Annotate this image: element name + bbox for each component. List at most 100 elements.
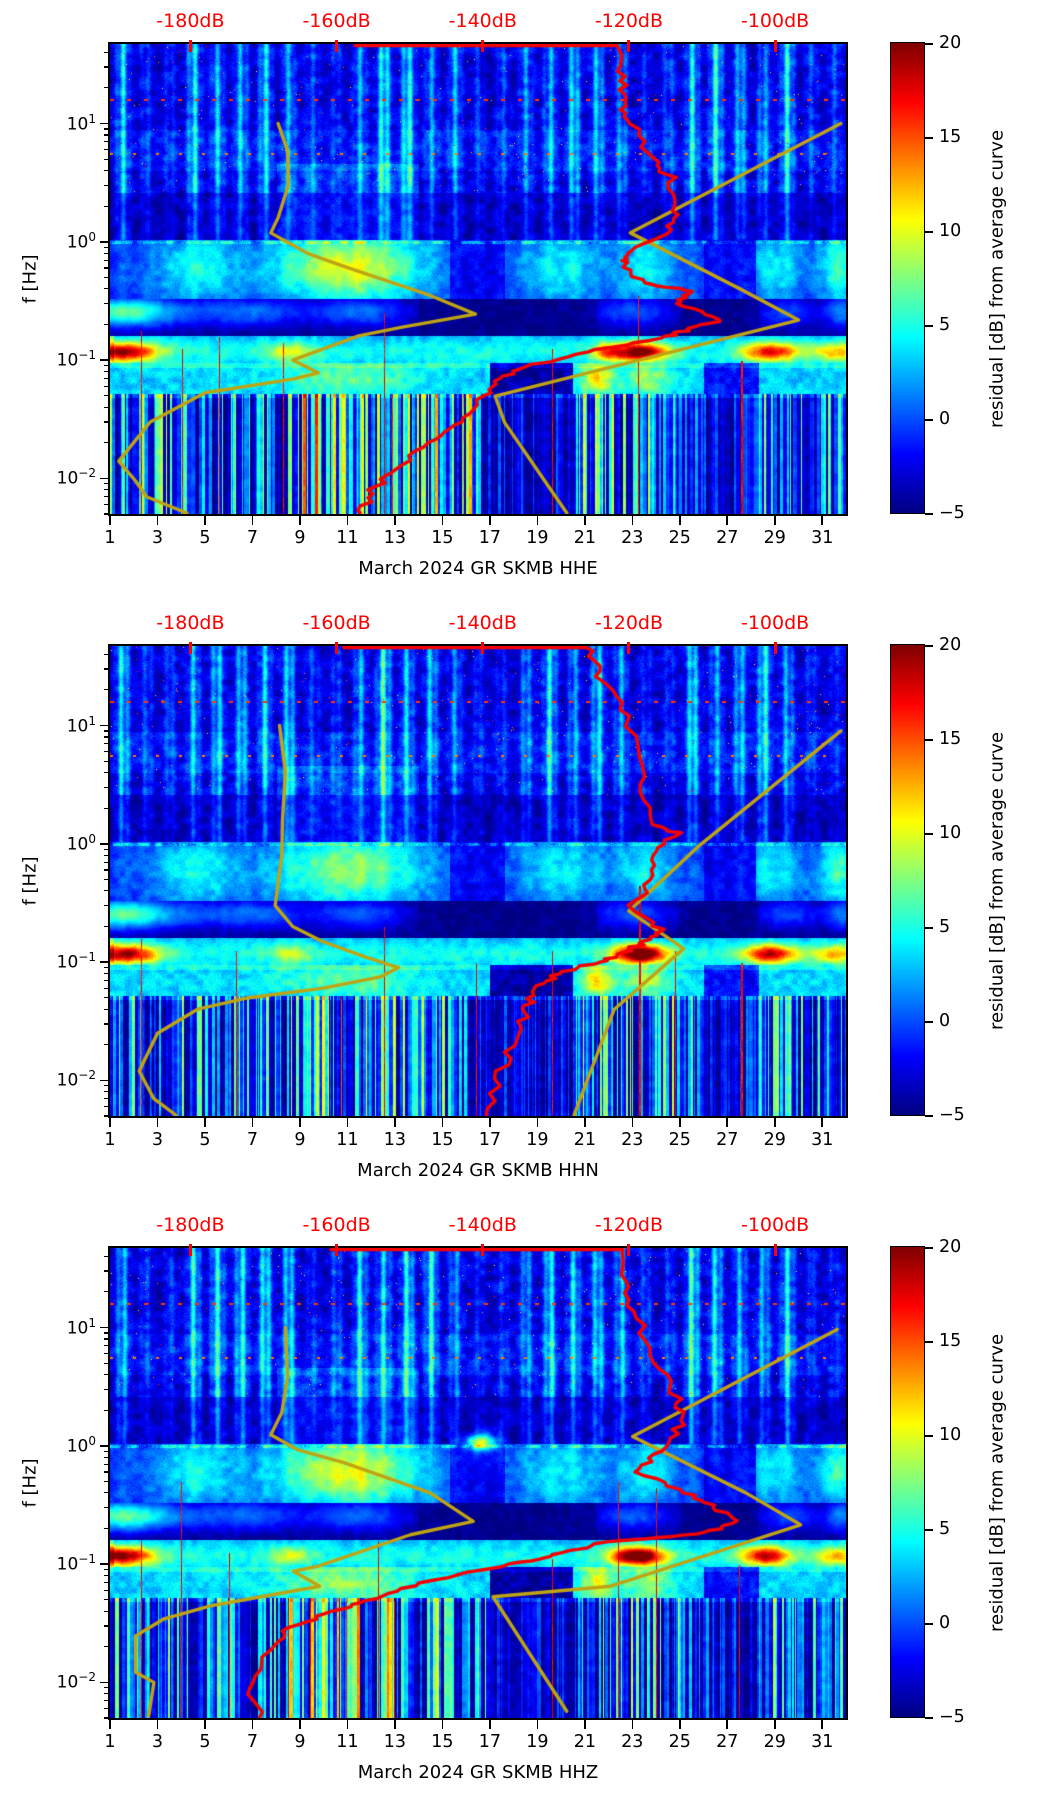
x-axis-tick [631, 1118, 634, 1127]
x-axis-tick-label: 13 [383, 1130, 407, 1150]
y-axis-major-tick [100, 1681, 110, 1684]
y-axis-minor-tick [104, 1450, 110, 1452]
y-axis-minor-tick [104, 869, 110, 871]
x-axis-tick-label: 13 [383, 1732, 407, 1752]
x-axis-tick [204, 1720, 206, 1729]
y-axis-minor-tick [104, 1527, 110, 1530]
x-axis-tick-label: 13 [383, 528, 407, 548]
colorbar-title: residual [dB] from average curve [986, 129, 1008, 429]
x-axis-tick [679, 1720, 681, 1729]
y-axis-title: f [Hz] [19, 254, 41, 304]
top-axis-db-label: -180dB [156, 612, 225, 634]
y-axis-minor-tick [104, 689, 110, 691]
top-axis-db-tick [773, 642, 777, 654]
y-axis-tick-label: 10−2 [56, 1670, 96, 1694]
y-axis-minor-tick [104, 1332, 110, 1334]
x-axis-tick [346, 1118, 349, 1127]
spectrogram-canvas [110, 1248, 846, 1718]
y-axis-tick-label: 101 [66, 111, 96, 135]
x-axis-tick [156, 1720, 159, 1729]
x-axis-tick-label: 31 [811, 1732, 834, 1752]
top-axis-db-tick [481, 40, 485, 52]
panel-hhz: -180dB -160dB -140dB -120dB -100dB 101 100 10−1… [0, 1204, 1052, 1806]
x-axis-tick [394, 1720, 396, 1729]
y-axis-minor-tick [104, 267, 110, 269]
y-axis-minor-tick [104, 771, 110, 774]
x-axis-tick-label: 9 [294, 1130, 306, 1150]
y-axis-minor-tick [104, 1388, 110, 1390]
colorbar-title: residual [dB] from average curve [986, 731, 1008, 1031]
x-axis-tick-label: 25 [668, 1732, 691, 1752]
x-axis-tick-label: 1 [104, 528, 116, 548]
colorbar-tick-label: −5 [939, 1707, 965, 1727]
y-axis-minor-tick [104, 890, 110, 892]
spectrogram-plot [108, 1246, 848, 1720]
y-axis-minor-tick [104, 786, 110, 788]
y-axis-minor-tick [104, 972, 110, 975]
y-axis-minor-tick [104, 303, 110, 305]
colorbar-tick [925, 1435, 933, 1437]
x-axis-tick [773, 516, 776, 525]
x-axis-tick [441, 1720, 444, 1729]
colorbar-tick [925, 1717, 933, 1719]
y-axis-minor-tick [104, 1008, 110, 1010]
x-axis-title: March 2024 GR SKMB HHN [357, 1160, 599, 1181]
y-axis-minor-tick [104, 878, 110, 880]
colorbar-tick [925, 1115, 933, 1117]
colorbar-tick [925, 833, 933, 835]
colorbar-gradient [891, 645, 925, 1116]
y-axis-minor-tick [104, 1700, 110, 1702]
y-axis-minor-tick [104, 51, 110, 53]
colorbar-tick-label: 20 [939, 635, 962, 655]
x-axis-tick [394, 516, 396, 525]
y-axis-minor-tick [104, 184, 110, 186]
y-axis-minor-tick [104, 1625, 110, 1627]
x-axis-tick-label: 5 [199, 1130, 211, 1150]
y-axis-minor-tick [104, 483, 110, 485]
y-axis-minor-tick [104, 848, 110, 850]
x-axis-tick [631, 516, 634, 525]
x-axis-tick-label: 3 [151, 1130, 164, 1150]
top-axis-db-tick [773, 1244, 777, 1256]
y-axis-minor-tick [104, 861, 110, 863]
colorbar-tick-label: 20 [939, 1237, 962, 1257]
colorbar-tick-label: 10 [939, 1425, 962, 1445]
x-axis-tick-label: 3 [151, 528, 164, 548]
y-axis-minor-tick [104, 1507, 110, 1509]
x-axis-tick-label: 17 [478, 1732, 501, 1752]
y-axis-minor-tick [104, 730, 110, 732]
x-axis-tick-label: 25 [668, 528, 691, 548]
x-axis-tick [204, 1118, 206, 1127]
x-axis-tick [679, 516, 681, 525]
x-axis-tick [536, 1118, 539, 1127]
x-axis-tick [394, 1118, 396, 1127]
x-axis-tick-label: 3 [151, 1732, 164, 1752]
colorbar-tick [925, 1623, 933, 1625]
x-axis-tick-label: 11 [336, 528, 359, 548]
spectrogram-canvas [110, 646, 846, 1116]
x-axis-tick [679, 1118, 681, 1127]
x-axis-tick-label: 5 [199, 1732, 211, 1752]
y-axis-minor-tick [104, 158, 110, 160]
x-axis-tick [489, 516, 491, 525]
top-axis-db-label: -120dB [594, 612, 664, 634]
y-axis-minor-tick [104, 1353, 110, 1355]
x-axis-tick [109, 1720, 111, 1729]
spectrogram-plot [108, 42, 848, 516]
y-axis-major-tick [100, 1079, 110, 1082]
y-axis-minor-tick [104, 395, 110, 397]
x-axis-tick-label: 29 [763, 528, 786, 548]
x-axis-tick-label: 7 [246, 1732, 259, 1752]
y-axis-major-tick [100, 359, 110, 361]
x-axis-tick [441, 1118, 444, 1127]
colorbar-tick-label: 0 [939, 1613, 951, 1633]
y-axis-minor-tick [104, 259, 110, 261]
y-axis-tick-label: 10−2 [56, 466, 96, 490]
top-axis-db-tick [188, 1244, 192, 1256]
y-axis-tick-label: 100 [66, 1433, 96, 1457]
y-axis-minor-tick [104, 1687, 110, 1689]
x-axis-tick-label: 27 [716, 1130, 739, 1150]
y-axis-minor-tick [104, 760, 110, 762]
y-axis-minor-tick [104, 1471, 110, 1473]
colorbar-tick-label: 15 [939, 1331, 962, 1351]
